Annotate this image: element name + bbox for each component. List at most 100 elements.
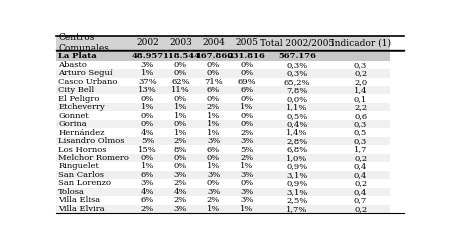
Text: 13%: 13% xyxy=(138,86,157,94)
Text: 0%: 0% xyxy=(174,154,187,162)
Text: 62%: 62% xyxy=(171,78,190,86)
Bar xyxy=(164,112,197,120)
Bar xyxy=(56,78,131,86)
Text: 0%: 0% xyxy=(174,95,187,103)
Bar xyxy=(331,52,390,60)
Text: 0,2: 0,2 xyxy=(354,154,367,162)
Bar xyxy=(230,52,263,60)
Text: Total 2002/2005: Total 2002/2005 xyxy=(260,38,334,48)
Text: 2003: 2003 xyxy=(169,38,192,48)
Text: 0,3: 0,3 xyxy=(354,137,367,145)
Bar xyxy=(164,196,197,204)
Text: 0%: 0% xyxy=(240,112,253,120)
Bar xyxy=(230,60,263,69)
Bar xyxy=(331,137,390,145)
Text: 0,6: 0,6 xyxy=(354,112,367,120)
Text: 3%: 3% xyxy=(174,205,187,213)
Bar xyxy=(230,69,263,78)
Bar xyxy=(230,112,263,120)
Bar xyxy=(164,154,197,162)
Bar xyxy=(263,171,331,179)
Bar xyxy=(197,36,230,50)
Bar xyxy=(131,171,164,179)
Text: 71%: 71% xyxy=(204,78,223,86)
Bar xyxy=(230,188,263,196)
Text: 0,4%: 0,4% xyxy=(286,120,308,128)
Bar xyxy=(164,204,197,213)
Text: 0,9%: 0,9% xyxy=(286,180,308,188)
Text: 5%: 5% xyxy=(240,146,253,154)
Bar xyxy=(164,188,197,196)
Text: 0,5: 0,5 xyxy=(354,128,367,136)
Text: 4%: 4% xyxy=(141,188,154,196)
Text: Gonnet: Gonnet xyxy=(58,112,89,120)
Bar xyxy=(164,52,197,60)
Text: 2,5%: 2,5% xyxy=(286,196,308,204)
Bar xyxy=(56,86,131,94)
Bar xyxy=(263,179,331,188)
Bar xyxy=(331,128,390,137)
Bar xyxy=(230,204,263,213)
Bar xyxy=(197,171,230,179)
Text: 2%: 2% xyxy=(174,196,187,204)
Bar xyxy=(131,162,164,171)
Bar xyxy=(331,162,390,171)
Bar xyxy=(131,204,164,213)
Text: 0%: 0% xyxy=(207,180,220,188)
Bar xyxy=(263,188,331,196)
Bar xyxy=(56,60,131,69)
Bar xyxy=(56,69,131,78)
Bar xyxy=(331,188,390,196)
Text: 0,3: 0,3 xyxy=(354,120,367,128)
Text: 1%: 1% xyxy=(240,205,253,213)
Bar xyxy=(331,145,390,154)
Text: 15%: 15% xyxy=(138,146,157,154)
Text: 0%: 0% xyxy=(240,61,253,69)
Text: 2,2: 2,2 xyxy=(354,103,367,111)
Text: Hernández: Hernández xyxy=(58,128,105,136)
Bar xyxy=(263,94,331,103)
Text: 6%: 6% xyxy=(207,146,220,154)
Bar xyxy=(230,103,263,112)
Bar xyxy=(230,196,263,204)
Bar xyxy=(263,204,331,213)
Text: La Plata: La Plata xyxy=(58,52,97,60)
Bar xyxy=(230,154,263,162)
Text: 1%: 1% xyxy=(174,128,187,136)
Text: 65,2%: 65,2% xyxy=(284,78,310,86)
Bar xyxy=(131,112,164,120)
Bar xyxy=(56,112,131,120)
Bar xyxy=(331,60,390,69)
Text: 0%: 0% xyxy=(174,61,187,69)
Bar xyxy=(197,154,230,162)
Bar xyxy=(331,94,390,103)
Text: 167.860: 167.860 xyxy=(194,52,233,60)
Text: 0,3%: 0,3% xyxy=(286,69,308,77)
Text: 6%: 6% xyxy=(141,171,154,179)
Bar xyxy=(197,196,230,204)
Text: 1%: 1% xyxy=(174,103,187,111)
Text: 3%: 3% xyxy=(141,61,154,69)
Text: 1,0%: 1,0% xyxy=(286,154,308,162)
Bar xyxy=(164,78,197,86)
Text: 231.816: 231.816 xyxy=(228,52,265,60)
Text: Gorina: Gorina xyxy=(58,120,87,128)
Text: 1,4%: 1,4% xyxy=(286,128,308,136)
Bar xyxy=(230,145,263,154)
Text: 0%: 0% xyxy=(174,162,187,170)
Text: 1%: 1% xyxy=(141,103,154,111)
Text: 1%: 1% xyxy=(207,162,220,170)
Bar xyxy=(56,120,131,128)
Text: Centros
Comunales: Centros Comunales xyxy=(58,33,109,53)
Bar xyxy=(131,145,164,154)
Text: 3%: 3% xyxy=(240,188,253,196)
Bar xyxy=(197,94,230,103)
Bar xyxy=(331,78,390,86)
Text: 11%: 11% xyxy=(171,86,190,94)
Bar xyxy=(197,60,230,69)
Text: 0,3%: 0,3% xyxy=(286,61,308,69)
Text: 0%: 0% xyxy=(141,95,154,103)
Bar xyxy=(197,204,230,213)
Bar xyxy=(331,204,390,213)
Text: 2%: 2% xyxy=(141,205,154,213)
